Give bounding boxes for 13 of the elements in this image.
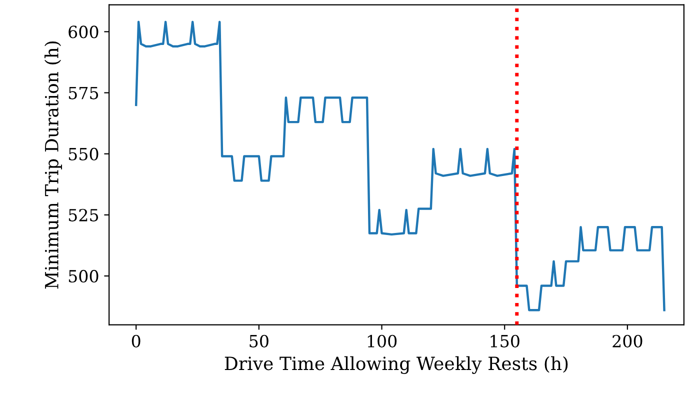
y-tick-label: 575 xyxy=(68,86,98,100)
x-tick-label: 0 xyxy=(132,334,140,348)
x-tick-label: 100 xyxy=(368,334,397,348)
y-axis-title: Minimum Trip Duration (h) xyxy=(44,41,62,289)
x-tick-label: 50 xyxy=(250,334,268,348)
y-tick-label: 525 xyxy=(68,208,98,222)
x-axis-title: Drive Time Allowing Weekly Rests (h) xyxy=(224,356,568,374)
y-tick-label: 550 xyxy=(68,148,98,160)
y-tick-label: 500 xyxy=(68,270,98,283)
y-tick-label: 600 xyxy=(68,26,98,38)
x-tick-label: 200 xyxy=(612,334,642,348)
line-series xyxy=(134,20,666,312)
x-tick-label: 150 xyxy=(490,334,520,348)
